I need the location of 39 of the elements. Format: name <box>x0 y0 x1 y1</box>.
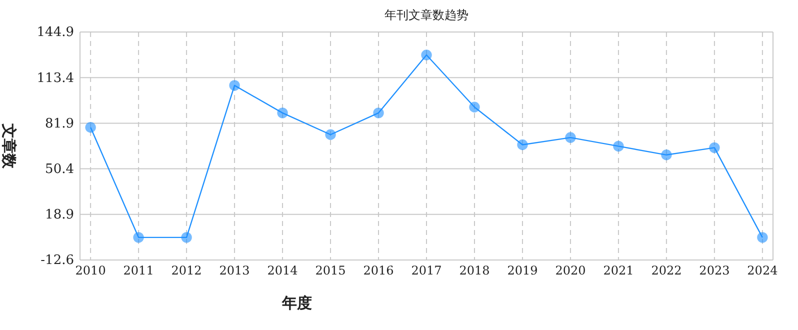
point <box>85 122 96 133</box>
x-tick-label: 2015 <box>315 264 346 278</box>
x-axis-title: 年度 <box>281 294 312 312</box>
point <box>229 80 240 91</box>
x-tick-label: 2010 <box>75 264 106 278</box>
y-tick-label: 81.9 <box>45 116 74 132</box>
y-tick-label: 50.4 <box>45 162 74 177</box>
point <box>133 232 144 243</box>
point <box>613 140 624 152</box>
point <box>373 108 384 118</box>
y-tick-label: -12.6 <box>40 253 74 268</box>
x-tick-label: 2014 <box>267 264 298 278</box>
x-tick-label: 2023 <box>699 264 730 278</box>
y-tick-label: 18.9 <box>45 208 74 223</box>
x-tick-label: 2016 <box>363 264 394 278</box>
point <box>517 139 528 150</box>
x-tick-label: 2019 <box>507 264 538 278</box>
x-tick-label: 2024 <box>747 264 778 278</box>
y-tick-label: 144.9 <box>36 25 74 40</box>
point <box>325 129 336 140</box>
point <box>277 108 288 118</box>
x-tick-label: 2018 <box>459 264 490 278</box>
x-tick-label: 2022 <box>651 264 682 278</box>
point <box>757 232 768 243</box>
point <box>421 50 432 60</box>
x-tick-label: 2013 <box>219 264 250 278</box>
chart-title: 年刊文章数趋势 <box>384 8 468 22</box>
x-tick-label: 2021 <box>603 264 634 278</box>
point <box>565 132 576 143</box>
point <box>181 232 192 243</box>
point <box>661 150 672 160</box>
point <box>709 142 720 154</box>
x-tick-label: 2017 <box>411 264 442 278</box>
x-tick-label: 2012 <box>171 264 202 278</box>
x-tick-label: 2020 <box>555 264 586 278</box>
point <box>469 102 480 112</box>
x-tick-label: 2011 <box>123 264 154 278</box>
y-axis-title: 文章数 <box>0 122 18 170</box>
y-tick-label: 113.4 <box>36 70 74 86</box>
